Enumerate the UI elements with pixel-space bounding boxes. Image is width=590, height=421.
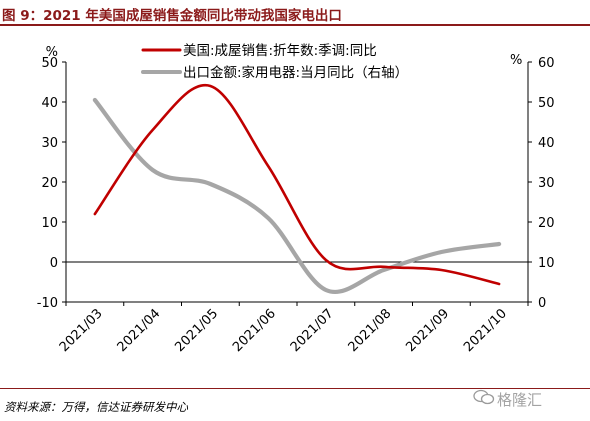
left-tick-label: 50 — [41, 56, 58, 71]
left-axis-ticks: -10 0 10 20 30 40 50 — [37, 56, 66, 311]
right-tick-label: 10 — [538, 256, 555, 271]
right-tick-label: 40 — [538, 136, 555, 151]
watermark: 格隆汇 — [497, 391, 543, 409]
legend-label-0: 美国:成屋销售:折年数:季调:同比 — [183, 43, 377, 59]
left-tick-label: 0 — [50, 256, 58, 271]
right-tick-label: 0 — [538, 296, 546, 311]
right-tick-label: 30 — [538, 176, 555, 191]
x-tick-label: 2021/04 — [115, 306, 164, 355]
right-axis-unit: % — [510, 53, 522, 68]
title-rule — [0, 24, 590, 26]
legend-label-1: 出口金额:家用电器:当月同比（右轴） — [183, 64, 408, 81]
right-tick-label: 20 — [538, 216, 555, 231]
right-tick-label: 50 — [538, 96, 555, 111]
x-tick-label: 2021/10 — [461, 306, 510, 355]
x-tick-label: 2021/08 — [346, 306, 395, 355]
left-tick-label: 20 — [41, 176, 58, 191]
plot-frame — [65, 62, 529, 303]
wechat-icon — [473, 389, 495, 405]
x-tick-label: 2021/07 — [288, 306, 337, 355]
legend: 美国:成屋销售:折年数:季调:同比 出口金额:家用电器:当月同比（右轴） — [141, 43, 408, 81]
source-note: 资料来源：万得，信达证券研发中心 — [4, 400, 188, 414]
figure-title: 图 9：2021 年美国成屋销售金额同比带动我国家电出口 — [2, 8, 342, 24]
left-tick-label: 40 — [41, 96, 58, 111]
right-axis-ticks: 0 10 20 30 40 50 60 — [528, 56, 555, 311]
left-tick-label: -10 — [37, 296, 58, 311]
chart: % % -10 0 10 20 30 40 50 0 10 20 30 40 50 60 2021/03… — [37, 43, 555, 355]
right-tick-label: 60 — [538, 56, 555, 71]
series-line-gray — [92, 97, 502, 294]
x-tick-label: 2021/09 — [403, 306, 452, 355]
x-tick-label: 2021/06 — [230, 306, 279, 355]
left-tick-label: 30 — [41, 136, 58, 151]
series-line-red — [93, 83, 501, 286]
x-axis-ticks: 2021/03 2021/04 2021/05 2021/06 2021/07 2021/… — [57, 302, 529, 355]
series-layer — [92, 83, 502, 294]
x-tick-label: 2021/03 — [57, 306, 106, 355]
left-tick-label: 10 — [41, 216, 58, 231]
left-axis-unit: % — [46, 45, 58, 60]
footer-rule — [0, 388, 590, 389]
x-tick-label: 2021/05 — [172, 306, 221, 355]
